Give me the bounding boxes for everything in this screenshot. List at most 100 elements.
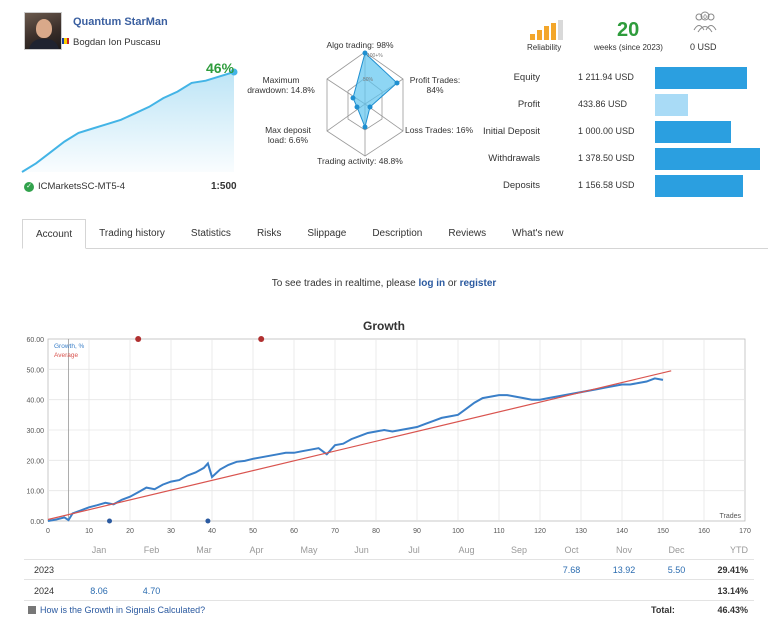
- y-tick-label: 20.00: [26, 458, 44, 465]
- stat-value: 1 211.94 USD: [578, 72, 634, 82]
- tab-description[interactable]: Description: [372, 228, 423, 239]
- x-tick-label: 110: [493, 528, 504, 535]
- stat-bar: [655, 175, 744, 197]
- broker-label: ICMarketsSC-MT5-4: [38, 181, 126, 192]
- stat-label: Equity: [513, 72, 540, 83]
- mini-growth-chart: [21, 68, 238, 173]
- legend-entry: Growth, %: [54, 343, 85, 350]
- growth-help-link[interactable]: How is the Growth in Signals Calculated?: [40, 605, 206, 615]
- verified-check-icon: ✓: [24, 181, 34, 192]
- realtime-text: To see trades in realtime, please: [271, 278, 419, 289]
- stat-bar: [655, 148, 760, 170]
- radar-chart: 100+% 50%: [326, 50, 404, 157]
- month-header: Apr: [249, 545, 264, 555]
- broker-server[interactable]: ✓ ICMarketsSC-MT5-4: [24, 181, 125, 192]
- tab-trading-history[interactable]: Trading history: [99, 228, 165, 239]
- author-avatar[interactable]: [24, 12, 62, 50]
- total-label: Total:: [651, 605, 675, 615]
- month-header: Sep: [510, 545, 527, 555]
- growth-chart: 0 10 20 30 40 50 60 70 80 90 100 110 120 130 140 150 160…: [26, 336, 751, 535]
- month-value: 13.92: [612, 565, 636, 575]
- ytd-header: YTD: [730, 545, 748, 555]
- tab-bar: Account Trading history Statistics Risks…: [22, 219, 768, 249]
- stat-value: 1 378.50 USD: [578, 153, 635, 163]
- x-tick-label: 100: [452, 528, 464, 535]
- x-tick-label: 120: [534, 528, 546, 535]
- country-flag-icon: [62, 38, 69, 44]
- realtime-or: or: [445, 278, 460, 289]
- year-row-2024: 2024 8.06 4.70 13.14%: [24, 581, 754, 601]
- stat-label: Profit: [517, 99, 540, 110]
- stat-row-profit: Profit 433.86 USD: [480, 94, 760, 116]
- ytd-value: 29.41%: [717, 565, 748, 575]
- stat-row-deposits: Deposits 1 156.58 USD: [480, 175, 760, 197]
- x-tick-label: 0: [46, 528, 50, 535]
- x-tick-label: 60: [290, 528, 298, 535]
- radar-max-deposit-load: Max deposit load: 6.6%: [265, 125, 311, 145]
- signal-name[interactable]: Quantum StarMan: [73, 16, 168, 28]
- stat-value: 1 000.00 USD: [578, 126, 635, 136]
- mini-growth-line: [21, 71, 235, 173]
- month-header: Oct: [564, 545, 579, 555]
- y-tick-label: 0.00: [30, 519, 44, 526]
- ytd-value: 13.14%: [717, 586, 748, 596]
- radar-algo-trading: Algo trading: 98%: [326, 40, 394, 50]
- reliability-label: Reliability: [527, 43, 562, 52]
- month-header: Jun: [354, 545, 369, 555]
- tab-risks[interactable]: Risks: [256, 228, 282, 239]
- month-header: May: [300, 545, 318, 555]
- login-link[interactable]: log in: [418, 278, 446, 289]
- leverage-value: 1:500: [211, 181, 237, 192]
- event-marker-top: [258, 336, 265, 342]
- event-marker-bottom: [205, 518, 211, 524]
- growth-chart-title: Growth: [363, 319, 405, 333]
- table-header-row: Jan Feb Mar Apr May Jun Jul Aug Sep Oct Nov Dec YTD: [24, 540, 754, 560]
- x-tick-label: 70: [331, 528, 339, 535]
- stat-bar: [655, 121, 731, 143]
- subscribers-count: 0: [703, 15, 707, 21]
- realtime-notice: To see trades in realtime, please log in…: [0, 278, 768, 289]
- table-footer: How is the Growth in Signals Calculated?…: [24, 604, 754, 620]
- year-label: 2024: [34, 586, 55, 596]
- x-tick-label: 150: [657, 528, 669, 535]
- tab-whats-new[interactable]: What's new: [512, 228, 564, 239]
- x-tick-label: 50: [249, 528, 257, 535]
- month-value: 5.50: [667, 565, 686, 575]
- stat-label: Withdrawals: [488, 153, 540, 164]
- subscribers-funds: 0 USD: [690, 42, 717, 52]
- stat-row-equity: Equity 1 211.94 USD: [480, 67, 760, 89]
- radar-ring-100: 100+%: [367, 53, 383, 59]
- month-header: Feb: [143, 545, 160, 555]
- stat-value: 1 156.58 USD: [578, 180, 635, 190]
- month-value: 7.68: [562, 565, 581, 575]
- register-link[interactable]: register: [459, 278, 497, 289]
- month-header: Aug: [458, 545, 475, 555]
- tab-slippage[interactable]: Slippage: [307, 228, 347, 239]
- event-marker-top: [135, 336, 142, 342]
- month-value: 4.70: [142, 586, 161, 596]
- mini-growth-area: [22, 72, 234, 172]
- tab-statistics[interactable]: Statistics: [190, 228, 231, 239]
- x-tick-label: 80: [372, 528, 380, 535]
- radar-max-drawdown: Maximum drawdown: 14.8%: [247, 75, 315, 95]
- author-name[interactable]: Bogdan Ion Puscasu: [73, 37, 161, 48]
- x-tick-label: 40: [208, 528, 216, 535]
- tab-reviews[interactable]: Reviews: [448, 228, 487, 239]
- radar-loss-trades: Loss Trades: 16%: [404, 125, 474, 135]
- x-tick-label: 140: [616, 528, 628, 535]
- y-tick-label: 30.00: [26, 428, 44, 435]
- subscribers-icon: 0: [693, 11, 717, 33]
- radar-profit-trades: Profit Trades: 84%: [409, 75, 461, 95]
- weeks-count: 20: [617, 19, 640, 41]
- mini-growth-endpoint: [230, 68, 238, 76]
- radar-trading-activity: Trading activity: 48.8%: [317, 156, 403, 166]
- tab-account[interactable]: Account: [22, 219, 87, 249]
- month-header: Jan: [91, 545, 107, 555]
- month-header: Dec: [668, 545, 685, 555]
- stat-row-withdrawals: Withdrawals 1 378.50 USD: [480, 148, 760, 170]
- x-tick-label: 170: [739, 528, 751, 535]
- month-value: 8.06: [90, 586, 108, 596]
- month-header: Jul: [408, 545, 420, 555]
- y-tick-label: 40.00: [26, 398, 44, 405]
- y-tick-label: 50.00: [26, 367, 44, 374]
